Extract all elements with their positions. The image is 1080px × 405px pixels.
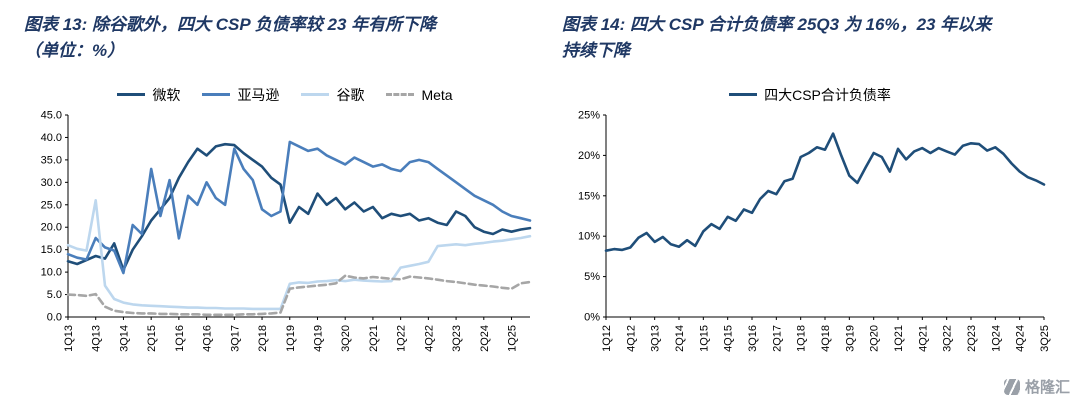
y-tick-label: 5.0 xyxy=(47,289,62,301)
x-tick-label: 1Q13 xyxy=(63,325,75,352)
figure-14-title-line2: 持续下降 xyxy=(562,41,630,61)
figure-13-panel: 图表 13: 除谷歌外，四大 CSP 负债率较 23 年有所下降 （单位：%） … xyxy=(24,12,546,381)
y-tick-label: 25% xyxy=(578,109,600,121)
legend-swatch xyxy=(202,93,231,97)
x-tick-label: 2Q14 xyxy=(674,325,686,352)
x-tick-label: 3Q13 xyxy=(650,325,662,352)
legend-swatch xyxy=(301,93,330,97)
x-tick-label: 3Q22 xyxy=(942,325,954,352)
legend-label: 四大CSP合计负债率 xyxy=(764,86,891,103)
series-line xyxy=(66,198,532,310)
x-tick-label: 4Q15 xyxy=(723,325,735,352)
x-tick-label: 2Q15 xyxy=(146,325,158,352)
series-line xyxy=(66,142,532,271)
legend-item: 亚马逊 xyxy=(202,85,279,105)
y-tick-label: 25.0 xyxy=(41,199,62,211)
series-line xyxy=(66,140,532,274)
figure-13-title-line1: 图表 13: 除谷歌外，四大 CSP 负债率较 23 年有所下降 xyxy=(24,15,437,34)
x-tick-label: 3Q19 xyxy=(844,325,856,352)
legend-item: 四大CSP合计负债率 xyxy=(729,85,891,105)
y-tick-label: 5% xyxy=(584,271,600,283)
x-tick-label: 3Q23 xyxy=(451,325,463,352)
x-tick-label: 4Q22 xyxy=(423,325,435,352)
x-tick-label: 1Q15 xyxy=(698,325,710,352)
x-tick-label: 3Q25 xyxy=(1039,325,1051,352)
y-tick-label: 10% xyxy=(578,230,600,242)
x-tick-label: 4Q24 xyxy=(1015,325,1027,352)
x-tick-label: 2Q17 xyxy=(771,325,783,352)
y-tick-label: 35.0 xyxy=(41,154,62,166)
legend-item: Meta xyxy=(386,86,453,103)
x-tick-label: 2Q23 xyxy=(966,325,978,352)
x-tick-label: 4Q19 xyxy=(312,325,324,352)
x-tick-label: 3Q20 xyxy=(340,325,352,352)
y-tick-label: 30.0 xyxy=(41,177,62,189)
series-line xyxy=(66,274,532,316)
x-tick-label: 2Q24 xyxy=(479,325,491,352)
x-tick-label: 2Q21 xyxy=(368,325,380,352)
figure-13-title: 图表 13: 除谷歌外，四大 CSP 负债率较 23 年有所下降 （单位：%） xyxy=(24,12,546,65)
x-tick-label: 4Q13 xyxy=(91,325,103,352)
legend-item: 微软 xyxy=(117,85,180,105)
gelonghui-logo-icon xyxy=(1003,378,1020,395)
x-tick-label: 1Q19 xyxy=(285,325,297,352)
x-tick-label: 3Q17 xyxy=(229,325,241,352)
gelonghui-brand-text: 格隆汇 xyxy=(1024,379,1070,396)
x-tick-label: 1Q24 xyxy=(990,325,1002,352)
figure-13-legend: 微软 亚马逊 谷歌 Meta xyxy=(24,85,546,105)
figure-14-title: 图表 14: 四大 CSP 合计负债率 25Q3 为 16%，23 年以来 持续… xyxy=(562,12,1058,65)
legend-item: 谷歌 xyxy=(301,85,364,105)
y-tick-label: 10.0 xyxy=(41,266,62,278)
series-line xyxy=(604,131,1046,252)
legend-label: Meta xyxy=(421,86,453,103)
combined-csp-debt-ratio-chart: 0% 5% 10% 15% 20% 25% 1Q12 4Q12 3Q13 2Q14 1Q15 4Q15… xyxy=(578,109,1051,352)
y-tick-label: 0% xyxy=(584,311,600,323)
x-tick-label: 2Q18 xyxy=(257,325,269,352)
csp-debt-ratio-chart: 0.0 5.0 10.0 15.0 20.0 25.0 30.0 35.0 40.0 45.0 1Q… xyxy=(41,109,532,352)
y-tick-label: 15.0 xyxy=(41,244,62,256)
x-tick-label: 1Q18 xyxy=(796,325,808,352)
x-tick-label: 1Q16 xyxy=(174,325,186,352)
gelonghui-watermark: 格隆汇 xyxy=(1003,376,1070,397)
x-tick-label: 1Q25 xyxy=(507,325,519,352)
x-tick-label: 2Q20 xyxy=(869,325,881,352)
figure-14-legend: 四大CSP合计负债率 xyxy=(562,85,1058,105)
y-tick-label: 20% xyxy=(578,150,600,162)
y-tick-label: 15% xyxy=(578,190,600,202)
x-tick-label: 1Q22 xyxy=(396,325,408,352)
legend-label: 微软 xyxy=(152,86,181,103)
x-tick-label: 1Q12 xyxy=(601,325,613,352)
y-tick-label: 40.0 xyxy=(41,132,62,144)
legend-label: 谷歌 xyxy=(336,86,365,103)
x-tick-label: 4Q21 xyxy=(917,325,929,352)
x-tick-label: 1Q21 xyxy=(893,325,905,352)
x-tick-label: 4Q12 xyxy=(625,325,637,352)
legend-swatch xyxy=(117,93,146,97)
figure-13-title-line2: （单位：%） xyxy=(24,41,125,61)
figure-14-title-line1: 图表 14: 四大 CSP 合计负债率 25Q3 为 16%，23 年以来 xyxy=(562,15,992,34)
x-tick-label: 4Q16 xyxy=(202,325,214,352)
y-tick-label: 20.0 xyxy=(41,221,62,233)
y-tick-label: 45.0 xyxy=(41,109,62,121)
legend-swatch xyxy=(729,93,758,97)
legend-swatch xyxy=(386,93,415,97)
x-tick-label: 3Q16 xyxy=(747,325,759,352)
y-tick-label: 0.0 xyxy=(47,311,62,323)
x-tick-label: 4Q18 xyxy=(820,325,832,352)
legend-label: 亚马逊 xyxy=(237,86,280,103)
figure-14-panel: 图表 14: 四大 CSP 合计负债率 25Q3 为 16%，23 年以来 持续… xyxy=(562,12,1058,381)
x-tick-label: 3Q14 xyxy=(118,325,130,352)
